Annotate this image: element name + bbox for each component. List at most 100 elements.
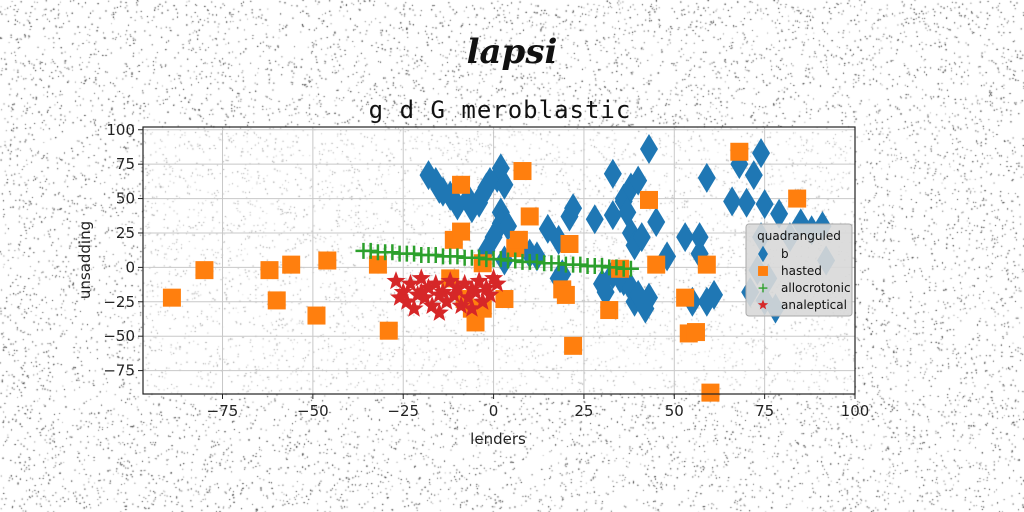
data-point-analeptical: [487, 273, 507, 292]
legend-marker-allocrotonic: [758, 283, 768, 293]
data-point-allocrotonic: [362, 242, 379, 259]
data-point-hasted: [560, 234, 579, 253]
data-point-allocrotonic: [572, 256, 589, 273]
data-point-hasted: [639, 190, 658, 209]
data-point-analeptical: [484, 268, 504, 287]
data-point-analeptical: [462, 298, 482, 317]
data-point-b: [629, 165, 648, 196]
data-point-hasted: [162, 288, 181, 307]
data-point-analeptical: [400, 273, 420, 292]
series-allocrotonic: [355, 242, 639, 277]
data-point-b: [737, 187, 756, 218]
data-point-hasted: [260, 261, 279, 280]
data-point-allocrotonic: [550, 255, 567, 272]
legend-label-analeptical: analeptical: [781, 298, 847, 312]
data-point-analeptical: [429, 284, 449, 303]
data-point-allocrotonic: [507, 252, 524, 269]
data-point-analeptical: [451, 295, 471, 314]
data-point-b: [752, 138, 771, 169]
data-point-analeptical: [393, 282, 413, 301]
data-point-b: [632, 222, 651, 253]
data-point-hasted: [600, 301, 619, 320]
data-point-hasted: [509, 230, 528, 249]
data-point-analeptical: [404, 298, 424, 317]
data-point-analeptical: [476, 278, 496, 297]
x-axis-label: lenders: [470, 430, 526, 448]
data-point-analeptical: [419, 278, 438, 297]
legend-marker-hasted: [758, 266, 768, 276]
data-point-b: [770, 198, 789, 229]
data-point-b: [603, 200, 622, 231]
y-axis-ticks: −75 −50 −25 0 25 50 75 100: [103, 121, 143, 380]
data-point-allocrotonic: [528, 253, 545, 270]
legend-label-b: b: [781, 247, 789, 261]
data-point-analeptical: [447, 278, 467, 297]
data-point-b: [755, 189, 774, 220]
plot-frame: [142, 126, 856, 395]
legend: quadranguled b hasted allocrotonic analepti…: [745, 223, 853, 317]
x-tick-label: 100: [841, 402, 870, 420]
y-tick-label: −75: [103, 362, 135, 380]
legend-marker-b: [758, 245, 768, 263]
data-point-analeptical: [422, 295, 442, 314]
data-point-hasted: [195, 261, 214, 280]
x-tick-label: −75: [207, 402, 239, 420]
y-tick-label: 75: [116, 155, 135, 173]
series-analeptical: [386, 268, 507, 321]
data-point-allocrotonic: [427, 246, 444, 263]
data-point-allocrotonic: [384, 244, 401, 261]
data-point-hasted: [513, 162, 532, 181]
x-tick-label: 75: [755, 402, 774, 420]
x-tick-label: −50: [297, 402, 329, 420]
x-tick-label: −25: [387, 402, 419, 420]
data-point-hasted: [647, 255, 666, 274]
legend-label-hasted: hasted: [781, 264, 822, 278]
data-point-allocrotonic: [622, 260, 639, 277]
data-point-hasted: [676, 288, 695, 307]
data-point-b: [596, 277, 615, 308]
data-point-b: [639, 282, 658, 313]
data-point-b: [676, 222, 695, 253]
data-point-hasted: [788, 189, 807, 208]
data-point-analeptical: [397, 291, 417, 310]
y-tick-label: −25: [103, 293, 135, 311]
x-tick-label: 25: [574, 402, 593, 420]
data-point-b: [647, 206, 666, 237]
data-point-b: [564, 193, 583, 224]
data-point-hasted: [473, 299, 492, 318]
data-point-hasted: [379, 321, 398, 340]
y-tick-label: −50: [103, 327, 135, 345]
chart-title: g d G meroblastic: [368, 96, 632, 124]
data-point-b: [603, 158, 622, 189]
data-point-b: [690, 222, 709, 253]
data-point-allocrotonic: [406, 245, 423, 262]
data-point-hasted: [686, 323, 705, 342]
data-point-hasted: [282, 255, 301, 274]
data-point-analeptical: [458, 287, 478, 306]
data-point-b: [705, 279, 724, 310]
y-tick-label: 50: [116, 190, 135, 208]
y-axis-label: unsadding: [76, 221, 94, 299]
data-point-analeptical: [429, 302, 449, 321]
data-point-analeptical: [411, 268, 431, 287]
data-point-analeptical: [469, 271, 489, 290]
figure-suptitle: lapsi: [466, 32, 558, 72]
data-point-hasted: [556, 285, 575, 304]
y-tick-label: 25: [116, 224, 135, 242]
legend-box: [745, 223, 853, 317]
data-point-b: [639, 134, 658, 165]
data-point-allocrotonic: [471, 249, 488, 266]
data-point-hasted: [267, 291, 286, 310]
data-point-hasted: [495, 290, 514, 309]
x-tick-label: 50: [665, 402, 684, 420]
legend-title: quadranguled: [757, 229, 841, 243]
data-point-b: [697, 162, 716, 193]
data-point-analeptical: [426, 273, 446, 292]
data-point-b: [723, 186, 742, 217]
x-tick-label: 0: [489, 402, 499, 420]
data-point-hasted: [318, 251, 337, 270]
data-point-hasted: [307, 306, 326, 325]
data-point-analeptical: [480, 284, 500, 303]
data-point-b: [495, 169, 514, 200]
